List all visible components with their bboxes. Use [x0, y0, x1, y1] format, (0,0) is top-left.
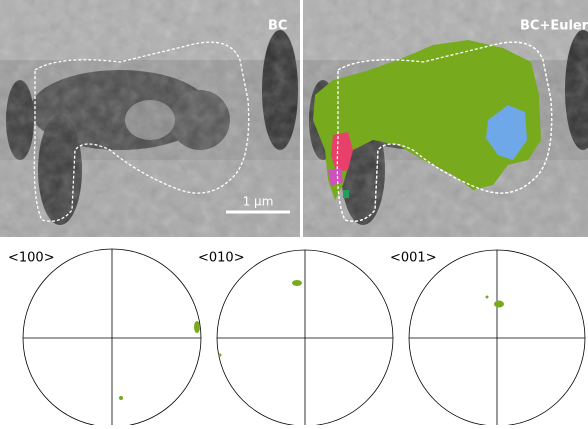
- pole-figure: <001>: [390, 250, 585, 425]
- shape: [119, 396, 123, 400]
- scale-label: 1 µm: [243, 195, 274, 209]
- shape: [486, 296, 489, 299]
- pole-label: <010>: [198, 251, 245, 266]
- shape: [219, 354, 222, 357]
- panel-label: BC: [268, 19, 287, 34]
- shape: [343, 190, 349, 198]
- shape: [292, 280, 302, 286]
- bc-panel: BC 1 µm: [0, 0, 300, 237]
- euler-panel: BC+Euler: [303, 0, 588, 237]
- panel-label: BC+Euler: [520, 19, 588, 34]
- euler-image: [303, 0, 588, 237]
- figure: BC 1 µm BC+Euler <100> <010> <001>: [0, 0, 588, 425]
- pole-figure: <100>: [8, 249, 201, 425]
- shape: [194, 321, 200, 333]
- shape: [494, 301, 504, 308]
- pole-label: <001>: [390, 251, 437, 266]
- pole-figure: <010>: [198, 250, 393, 425]
- pole-label: <100>: [8, 251, 55, 266]
